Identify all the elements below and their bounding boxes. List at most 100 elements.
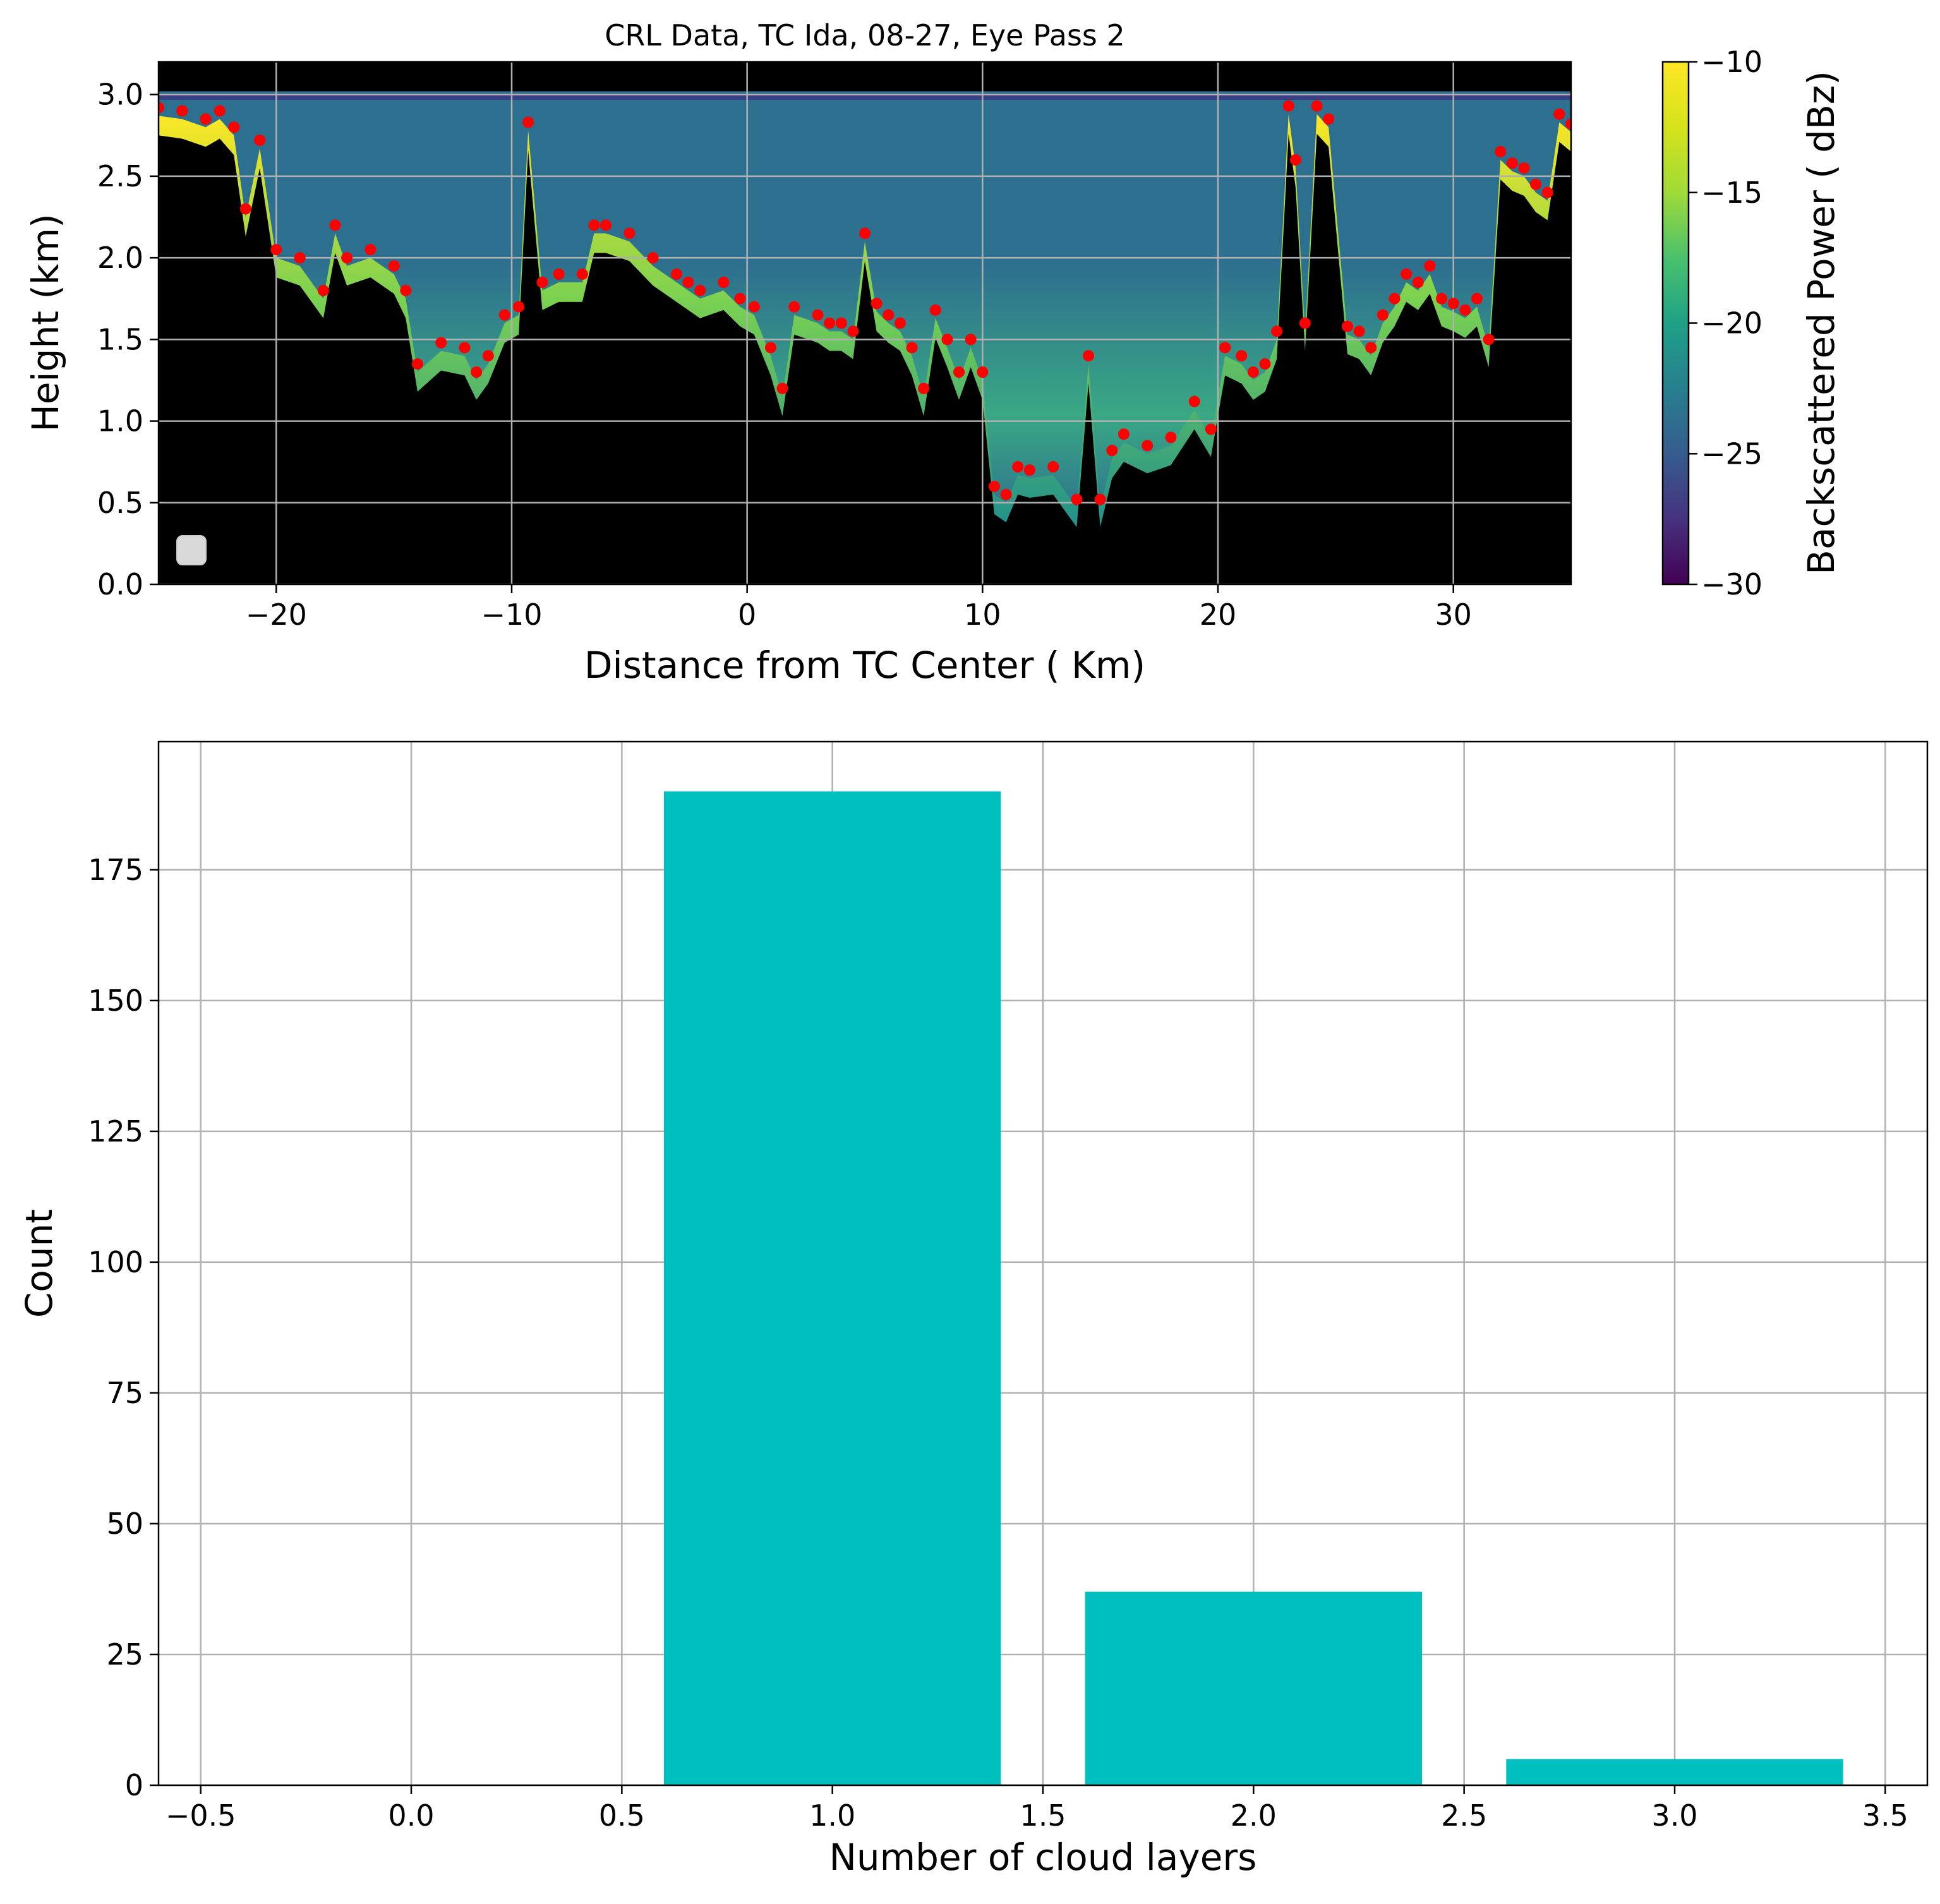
bar-panel: −0.5 0.0 0.5 1.0 1.5 2.0 2.5 3.0 3.5 0 25 50 75 100 1… <box>18 740 1929 1879</box>
cloud-top-point <box>513 301 525 313</box>
cloud-top-point <box>977 366 989 378</box>
cloud-top-point <box>228 121 240 133</box>
heatmap-x-ticks: −20 −10 0 10 20 30 <box>246 584 1472 632</box>
cloud-top-point <box>411 358 423 370</box>
cloud-top-point <box>176 105 188 117</box>
heatmap-grid <box>159 62 1571 584</box>
cloud-top-point <box>929 304 941 316</box>
bar-x-tick-label: 2.5 <box>1441 1799 1487 1833</box>
bar-x-label: Number of cloud layers <box>829 1836 1257 1879</box>
cloud-top-point <box>1365 342 1377 354</box>
bar-layers-3 <box>1506 1759 1843 1785</box>
cloud-top-point <box>1424 260 1436 272</box>
cloud-top-point <box>329 219 341 231</box>
heatmap-title: CRL Data, TC Ida, 08-27, Eye Pass 2 <box>605 18 1125 52</box>
cloud-top-point <box>682 276 694 288</box>
cloud-top-point <box>748 301 760 313</box>
cloud-top-point <box>953 366 965 378</box>
cloud-top-point <box>1553 108 1565 120</box>
colorbar-tick-label: −10 <box>1701 45 1762 79</box>
cloud-top-point <box>906 342 918 354</box>
cloud-top-point <box>1259 358 1271 370</box>
heatmap-x-tick-label: 0 <box>738 598 756 632</box>
bar-y-tick-label: 50 <box>106 1507 143 1541</box>
cloud-top-point <box>459 342 471 354</box>
cloud-top-point <box>536 276 548 288</box>
cloud-top-point <box>341 252 353 264</box>
cloud-top-point <box>1094 493 1106 505</box>
cloud-top-point <box>871 298 883 310</box>
colorbar-tick-label: −25 <box>1701 437 1762 471</box>
cloud-top-point <box>576 268 588 280</box>
cloud-top-point <box>988 480 1000 492</box>
cloud-top-point <box>1518 162 1530 174</box>
cloud-top-point <box>859 227 871 239</box>
cloud-top-point <box>214 105 226 117</box>
cloud-top-point <box>670 268 682 280</box>
cloud-top-point <box>435 337 447 349</box>
cloud-top-point <box>776 382 788 394</box>
bar-x-tick-label: 1.5 <box>1020 1799 1066 1833</box>
cloud-top-point <box>400 284 412 296</box>
cloud-top-point <box>883 309 895 321</box>
heatmap-y-ticks: 0.0 0.5 1.0 1.5 2.0 2.5 3.0 <box>97 78 159 601</box>
cloud-top-point <box>1530 178 1542 190</box>
bar-x-tick-label: 3.0 <box>1651 1799 1697 1833</box>
heatmap-y-label: Height (km) <box>24 214 67 432</box>
colorbar: −10 −15 −20 −25 −30 Backscattered Power ( dB… <box>1661 45 1843 601</box>
cloud-top-point <box>824 317 836 329</box>
bar-y-tick-label: 0 <box>125 1768 143 1802</box>
bar-x-tick-label: 0.0 <box>388 1799 434 1833</box>
cloud-top-point <box>254 135 266 147</box>
cloud-top-point <box>1377 309 1389 321</box>
cloud-top-point <box>718 276 730 288</box>
cloud-top-point <box>388 260 400 272</box>
cloud-top-point <box>694 284 706 296</box>
colorbar-ticks: −10 −15 −20 −25 −30 <box>1689 45 1762 601</box>
heatmap-y-tick-label: 2.0 <box>97 241 143 275</box>
heatmap-y-tick-label: 1.0 <box>97 404 143 438</box>
cloud-top-point <box>1341 320 1353 332</box>
cloud-top-point <box>1142 440 1154 452</box>
bar-y-tick-label: 150 <box>88 984 143 1018</box>
cloud-top-point <box>239 203 251 215</box>
colorbar-gradient <box>1661 61 1690 586</box>
cloud-top-point <box>1447 298 1459 310</box>
cloud-top-point <box>1165 431 1177 443</box>
cloud-top-point <box>159 102 164 114</box>
legend-marker <box>176 535 207 565</box>
heatmap-x-tick-label: −20 <box>246 598 307 632</box>
heatmap-x-tick-label: 30 <box>1435 598 1472 632</box>
cloud-top-point <box>788 301 800 313</box>
bar-x-ticks: −0.5 0.0 0.5 1.0 1.5 2.0 2.5 3.0 3.5 <box>166 1785 1908 1833</box>
cloud-top-point <box>812 309 824 321</box>
cloud-top-point <box>588 219 600 231</box>
cloud-top-points <box>159 100 1571 505</box>
cloud-top-point <box>1299 317 1311 329</box>
bar-x-tick-label: 0.5 <box>599 1799 645 1833</box>
cloud-top-point <box>1289 154 1301 166</box>
bar-y-tick-label: 100 <box>88 1245 143 1279</box>
cloud-top-point <box>1219 342 1231 354</box>
cloud-top-point <box>1236 350 1248 362</box>
cloud-top-point <box>764 342 776 354</box>
cloud-top-point <box>734 292 746 304</box>
cloud-top-point <box>553 268 565 280</box>
heatmap-x-tick-label: −10 <box>481 598 542 632</box>
cloud-top-point <box>1459 304 1471 316</box>
cloud-top-point <box>1023 464 1035 476</box>
cloud-top-point <box>482 350 494 362</box>
cloud-top-point <box>600 219 612 231</box>
cloud-top-point <box>1401 268 1413 280</box>
cloud-top-point <box>965 334 977 346</box>
cloud-top-point <box>1495 146 1507 158</box>
cloud-top-point <box>835 317 847 329</box>
cloud-top-point <box>1541 186 1553 198</box>
cloud-top-point <box>1083 350 1095 362</box>
cloud-top-point <box>1282 100 1294 112</box>
heatmap-x-tick-label: 10 <box>964 598 1001 632</box>
bar-x-tick-label: 3.5 <box>1862 1799 1908 1833</box>
cloud-top-point <box>1047 461 1059 473</box>
cloud-top-point <box>847 325 859 337</box>
colorbar-tick-label: −30 <box>1701 567 1762 601</box>
